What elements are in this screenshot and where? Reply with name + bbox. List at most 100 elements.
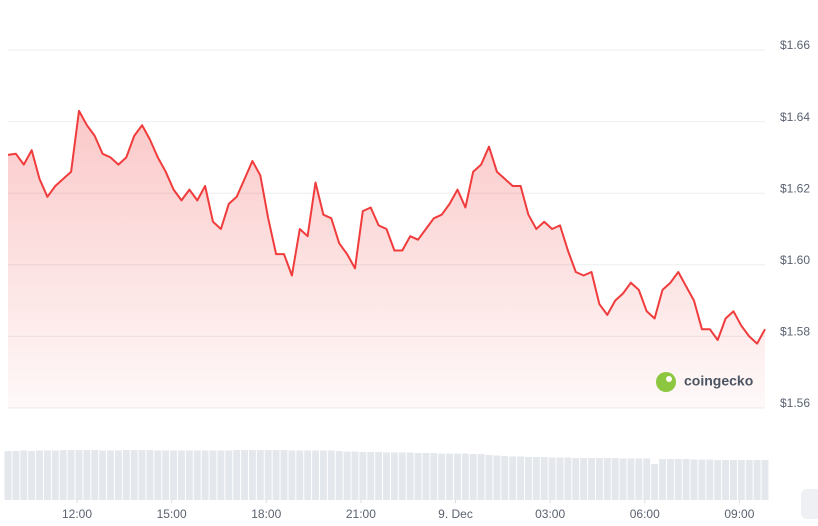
volume-bar	[564, 457, 572, 500]
volume-bar	[154, 450, 162, 500]
y-tick-label: $1.56	[780, 396, 810, 410]
volume-bar	[367, 452, 375, 500]
area	[8, 110, 765, 409]
price-line	[7, 109, 766, 345]
volume-bar	[461, 453, 469, 500]
volume-bar	[627, 458, 635, 500]
y-tick-label: $1.66	[780, 38, 810, 52]
logo-eye	[666, 376, 672, 382]
volume-bar	[185, 450, 193, 500]
volume-bar	[643, 458, 651, 500]
volume-bar	[540, 457, 548, 500]
volume-bar	[722, 460, 730, 500]
volume-bar	[572, 458, 580, 500]
volume-bar	[304, 450, 312, 500]
volume-bar	[319, 450, 327, 500]
volume-bar	[398, 452, 406, 500]
volume-bar	[43, 450, 51, 500]
volume-bar	[698, 459, 706, 500]
y-tick-label: $1.64	[780, 110, 810, 124]
volume-bar	[730, 460, 737, 500]
volume-bar	[690, 459, 698, 500]
logo-icon	[656, 372, 676, 392]
menu-button[interactable]	[801, 489, 818, 519]
volume-bar	[170, 450, 178, 500]
volume-bar	[59, 450, 67, 500]
volume-bar	[99, 450, 107, 500]
volume-bar	[272, 450, 280, 500]
volume-bar	[130, 450, 138, 500]
volume-bar	[20, 450, 28, 500]
volume-bar	[485, 455, 493, 500]
volume-bar	[422, 453, 430, 500]
y-tick-label: $1.58	[780, 325, 810, 339]
volume-bar	[666, 459, 674, 500]
y-tick-label: $1.62	[780, 181, 810, 195]
volume-bar	[91, 450, 99, 500]
x-tick-label: 9. Dec	[438, 507, 473, 521]
volume-bar	[469, 454, 477, 500]
volume-bar	[51, 450, 59, 500]
volume-bar	[619, 458, 627, 500]
volume-bar	[28, 451, 36, 500]
volume-bar	[532, 457, 540, 500]
volume-bar	[493, 455, 501, 500]
volume-bar	[327, 450, 335, 500]
volume-bar	[264, 450, 272, 500]
x-tick-label: 03:00	[535, 507, 565, 521]
volume-bar	[383, 452, 390, 500]
volume-bar	[603, 458, 611, 500]
volume-bar	[595, 458, 603, 500]
volume-bar	[580, 458, 588, 500]
volume-bar	[193, 450, 201, 500]
volume-bar	[335, 451, 343, 500]
volume-bar	[659, 459, 666, 500]
volume-bar	[517, 456, 524, 500]
volume-bar	[501, 456, 509, 500]
volume-bar	[162, 450, 170, 500]
volume-bar	[75, 450, 83, 500]
volume-bar	[737, 460, 745, 500]
volume-bar	[548, 457, 556, 500]
volume-bar	[233, 450, 241, 500]
volume-bar	[477, 454, 485, 500]
volume-bar	[509, 456, 517, 500]
volume-bar	[138, 450, 146, 500]
volume-bar	[146, 450, 154, 500]
volume-bar	[651, 464, 659, 500]
volume-bar	[761, 460, 769, 500]
volume-bar	[714, 460, 722, 500]
x-tick-label: 18:00	[251, 507, 281, 521]
volume-bar	[4, 451, 12, 500]
volume-bar	[438, 453, 446, 500]
volume-bar	[556, 457, 564, 500]
volume-bar	[524, 457, 532, 500]
volume-bar	[343, 451, 351, 500]
volume-bar	[178, 450, 185, 500]
volume-bar	[217, 450, 225, 500]
volume-bar	[454, 453, 461, 500]
volume-bar	[107, 450, 114, 500]
volume-bar	[122, 450, 130, 500]
volume-bar	[430, 453, 438, 500]
volume-bar	[249, 450, 256, 500]
volume-bar	[296, 450, 304, 500]
volume-bar	[682, 459, 690, 500]
volume-bar	[414, 453, 422, 500]
volume-bar	[359, 452, 367, 500]
volume-bar	[745, 460, 753, 500]
volume-bar	[611, 458, 619, 500]
x-tick-label: 06:00	[630, 507, 660, 521]
volume-bar	[753, 460, 761, 500]
watermark: coingecko	[684, 373, 753, 389]
volume-bar	[36, 450, 43, 500]
volume-bar	[390, 452, 398, 500]
volume-bar	[351, 451, 359, 500]
volume-bar	[201, 450, 209, 500]
volume-bar	[209, 450, 217, 500]
volume-bar	[83, 450, 91, 500]
volume-bar	[280, 450, 288, 500]
y-tick-label: $1.60	[780, 253, 810, 267]
volume-bar	[446, 453, 454, 500]
